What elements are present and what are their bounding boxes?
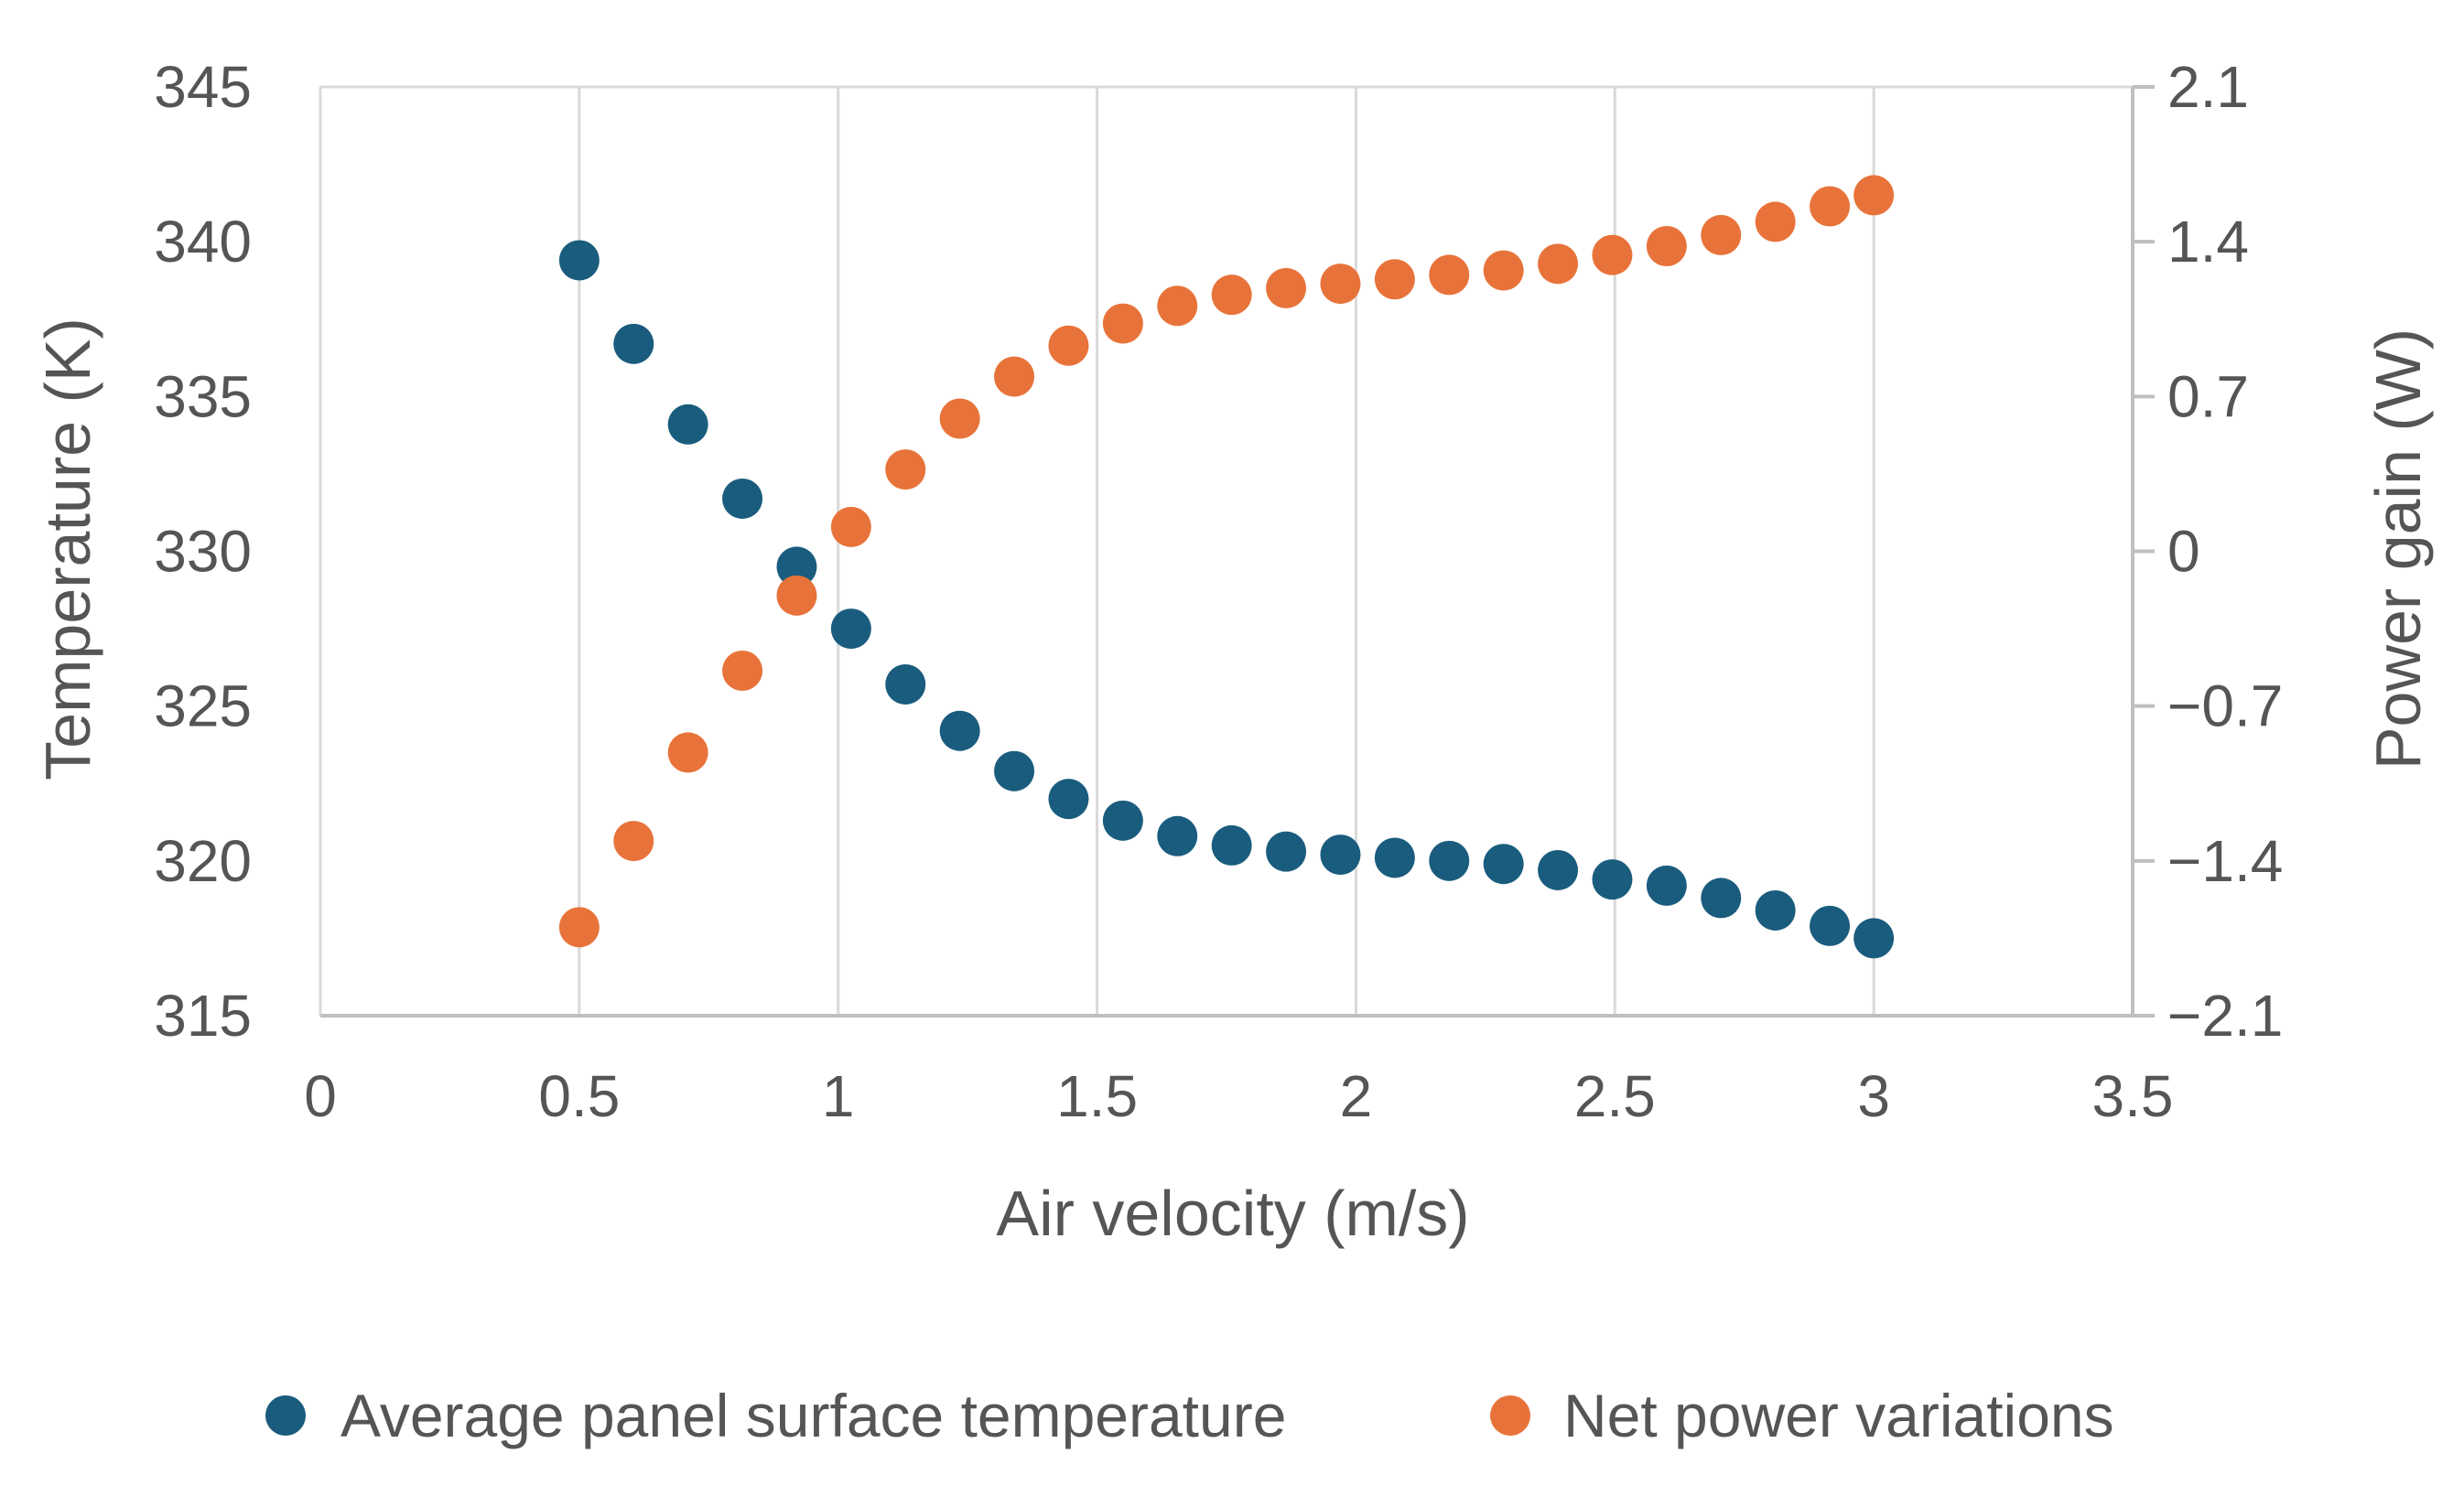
temperature-point — [1755, 889, 1796, 931]
power-point — [1483, 250, 1524, 291]
power-point — [613, 821, 654, 862]
grid — [319, 85, 2134, 1016]
y2-tick-label: −1.4 — [2167, 828, 2283, 894]
y-axis-title: Temperature (K) — [32, 318, 103, 781]
legend-label-temperature: Average panel surface temperature — [340, 1382, 1286, 1449]
x-tick-label: 3 — [1857, 1063, 1890, 1129]
temperature-point — [939, 710, 980, 751]
x-tick-label: 0.5 — [538, 1063, 620, 1129]
temperature-point — [1592, 859, 1633, 900]
y-tick-label: 335 — [154, 363, 252, 429]
temperature-point — [1102, 800, 1143, 841]
axes — [320, 85, 2155, 1018]
temperature-point — [994, 750, 1035, 791]
power-point — [885, 449, 926, 490]
temperature-point — [667, 404, 708, 445]
power-point — [1701, 214, 1742, 255]
y-tick-label: 315 — [154, 983, 252, 1049]
temperature-point — [1429, 840, 1470, 881]
x-axis-title: Air velocity (m/s) — [996, 1178, 1469, 1249]
temperature-point — [1157, 815, 1198, 856]
temperature-point — [1483, 844, 1524, 885]
temperature-point — [613, 323, 654, 364]
temperature-point — [722, 478, 763, 519]
y2-tick-label: −0.7 — [2167, 673, 2283, 739]
power-point — [1048, 325, 1089, 366]
power-point — [776, 575, 817, 616]
y2-tick-label: 2.1 — [2167, 54, 2249, 120]
x-tick-label: 3.5 — [2092, 1063, 2174, 1129]
x-tick-label: 2.5 — [1574, 1063, 1656, 1129]
y-tick-label: 325 — [154, 673, 252, 739]
legend: Average panel surface temperature Net po… — [265, 1382, 2114, 1449]
power-point — [667, 732, 708, 773]
y2-tick-label: 0 — [2167, 519, 2200, 585]
x-tick-label: 2 — [1340, 1063, 1373, 1129]
temperature-point — [1048, 779, 1089, 820]
power-point — [1157, 285, 1198, 327]
power-point — [1646, 226, 1687, 266]
y-tick-label: 330 — [154, 519, 252, 585]
y2-tick-label: 1.4 — [2167, 209, 2249, 275]
y-tick-label: 340 — [154, 209, 252, 275]
power-point — [1211, 275, 1252, 316]
legend-label-power: Net power variations — [1563, 1382, 2114, 1449]
y-tick-label: 320 — [154, 828, 252, 894]
temperature-point — [558, 240, 600, 281]
data-points — [558, 175, 1895, 959]
y2-tick-label: 0.7 — [2167, 363, 2249, 429]
power-point — [1853, 175, 1895, 216]
temperature-point — [1810, 905, 1851, 946]
power-point — [994, 356, 1035, 397]
x-tick-label: 1 — [822, 1063, 855, 1129]
power-point — [722, 651, 763, 691]
x-tick-label: 1.5 — [1056, 1063, 1138, 1129]
power-point — [558, 907, 600, 948]
power-point — [830, 506, 871, 547]
power-point — [1810, 186, 1851, 227]
temperature-point — [885, 663, 926, 705]
power-point — [1429, 254, 1470, 296]
temperature-point — [1320, 835, 1361, 876]
temperature-point — [1853, 918, 1895, 959]
temperature-point — [1646, 865, 1687, 906]
y-tick-label: 345 — [154, 54, 252, 120]
temperature-point — [1266, 831, 1307, 872]
power-point — [1374, 259, 1415, 300]
temperature-point — [1211, 824, 1252, 866]
power-point — [1755, 201, 1796, 242]
power-point — [1102, 303, 1143, 344]
y2-axis-title: Power gain (W) — [2362, 328, 2434, 770]
power-point — [1592, 234, 1633, 275]
power-point — [1266, 267, 1307, 308]
legend-marker-power — [1490, 1395, 1530, 1436]
temperature-point — [776, 546, 817, 587]
temperature-point — [1374, 837, 1415, 878]
power-point — [1320, 264, 1361, 305]
power-point — [939, 398, 980, 439]
legend-marker-temperature — [265, 1395, 306, 1436]
tick-labels: 315320325330335340345−2.1−1.4−0.700.71.4… — [154, 54, 2283, 1129]
power-point — [1538, 243, 1579, 285]
y2-tick-label: −2.1 — [2167, 983, 2283, 1049]
x-tick-label: 0 — [304, 1063, 337, 1129]
temperature-point — [1538, 849, 1579, 890]
temperature-point — [830, 608, 871, 650]
temperature-point — [1701, 878, 1742, 919]
